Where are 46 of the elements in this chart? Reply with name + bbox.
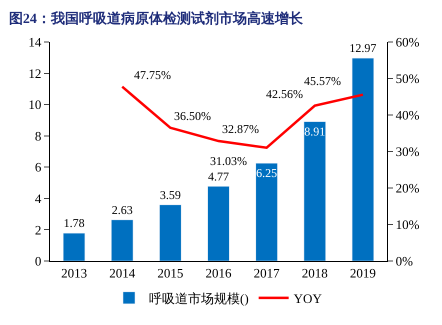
legend-label: YOY	[294, 290, 322, 306]
y2-tick-label: 50%	[396, 71, 420, 86]
bar	[207, 186, 230, 261]
bar	[352, 58, 374, 261]
line-series	[120, 85, 364, 149]
x-tick-label: 2016	[206, 266, 232, 281]
x-tick-label: 2015	[157, 266, 184, 281]
x-tick-label: 2019	[350, 266, 376, 281]
y2-tick-label: 60%	[396, 34, 420, 50]
data-label: 2.63	[112, 202, 133, 217]
x-tick-label: 2013	[61, 266, 88, 281]
bar	[304, 121, 326, 261]
bar	[62, 232, 86, 261]
x-tick-label: 2018	[302, 266, 328, 281]
data-label: 31.03%	[210, 154, 247, 168]
y2-tick-label: 20%	[396, 180, 420, 196]
data-label: 47.75%	[134, 68, 171, 82]
data-label: 42.56%	[266, 87, 303, 101]
y-tick-label: 2	[34, 222, 42, 238]
data-label: 32.87%	[222, 122, 259, 136]
data-label: 45.57%	[304, 74, 341, 88]
data-label: 6.25	[256, 166, 278, 180]
y2-tick-label: 40%	[396, 108, 420, 123]
x-tick-label: 2017	[254, 266, 280, 281]
y2-tick-label: 10%	[396, 217, 420, 232]
y2-tick-label: 0%	[396, 254, 414, 269]
y-tick-label: 14	[28, 34, 42, 50]
y2-tick-label: 30%	[396, 144, 420, 160]
y-tick-label: 10	[28, 97, 42, 112]
y-tick-label: 0	[34, 254, 42, 269]
data-label: 8.91	[304, 124, 326, 139]
y-tick-label: 8	[34, 128, 42, 144]
y-tick-label: 12	[28, 66, 42, 81]
data-label: 4.77	[208, 169, 229, 184]
legend-label: 呼吸道市场规模()	[149, 290, 249, 306]
data-label: 1.78	[64, 216, 85, 230]
y-tick-label: 6	[34, 160, 42, 175]
bar	[256, 162, 278, 261]
data-label: 3.59	[160, 188, 181, 202]
chart-title: 图24：我国呼吸道病原体检测试剂市场高速增长	[8, 10, 304, 27]
data-label: 36.50%	[174, 109, 211, 123]
data-label: 12.97	[349, 41, 376, 56]
bar	[111, 220, 134, 261]
bar	[159, 204, 182, 261]
x-tick-label: 2014	[109, 266, 136, 281]
y-tick-label: 4	[34, 190, 42, 206]
